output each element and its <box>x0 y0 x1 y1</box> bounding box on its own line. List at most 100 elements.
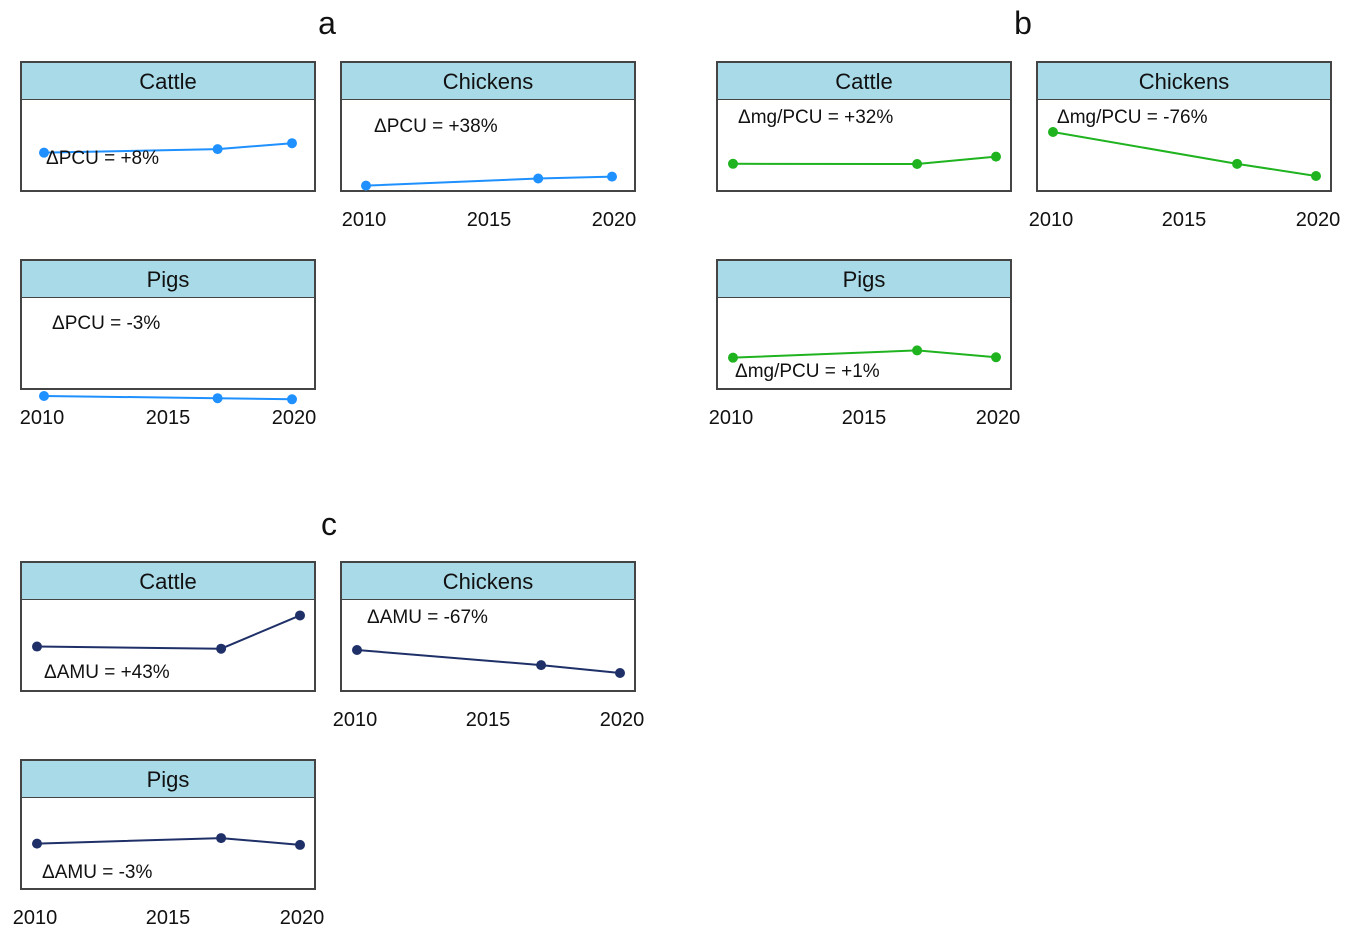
data-point <box>728 158 738 169</box>
series-line <box>732 349 997 359</box>
x-tick-label: 2010 <box>1028 209 1074 231</box>
change-annotation: Δmg/PCU = -76% <box>1057 107 1208 128</box>
x-axis-ticks: 2010 2015 2020 <box>709 404 1021 432</box>
plot-area: Δmg/PCU = +32% <box>716 100 1012 192</box>
panel-title: Cattle <box>716 61 1012 101</box>
series-line-chart <box>32 833 305 850</box>
data-point <box>536 660 547 671</box>
data-point <box>607 171 617 182</box>
panel-title: Chickens <box>340 61 636 101</box>
data-point <box>39 147 49 158</box>
data-point <box>287 394 297 405</box>
series-line-chart <box>361 171 617 191</box>
change-annotation: ΔPCU = -3% <box>52 313 161 334</box>
x-axis-ticks: 2010 2015 2020 <box>13 904 325 932</box>
x-tick-label: 2015 <box>466 209 512 231</box>
series-line <box>365 175 613 187</box>
series-line-chart <box>39 138 297 158</box>
plot-area: ΔPCU = +8% <box>20 100 316 192</box>
x-tick-label: 2020 <box>599 709 645 731</box>
change-annotation: Δmg/PCU = +32% <box>738 107 894 128</box>
data-point <box>991 352 1001 363</box>
panel-title: Cattle <box>20 561 316 601</box>
panel-title: Pigs <box>716 259 1012 299</box>
plot-area: ΔPCU = -3% <box>20 298 316 405</box>
series-line <box>36 837 301 846</box>
x-axis-ticks: 2010 2015 2020 <box>20 404 317 432</box>
panel-b-chickens: Chickens Δmg/PCU = -76% 2010 2015 2020 <box>1029 61 1340 231</box>
change-annotation: ΔPCU = +8% <box>46 148 160 169</box>
group-label-b: b <box>1014 5 1032 41</box>
x-tick-label: 2020 <box>591 209 637 231</box>
panel-c-pigs: Pigs ΔAMU = -3% 2010 2015 2020 <box>13 759 324 929</box>
panel-b-pigs: Pigs Δmg/PCU = +1% 2010 2015 2020 <box>709 259 1020 429</box>
panel-title: Cattle <box>20 61 316 101</box>
data-point <box>32 641 42 652</box>
x-tick-label: 2020 <box>271 407 317 429</box>
data-point <box>32 838 42 849</box>
panel-title: Chickens <box>1036 61 1332 101</box>
change-annotation: ΔAMU = +43% <box>44 662 170 683</box>
plot-area: ΔAMU = -3% <box>20 798 316 890</box>
series-line-chart <box>32 610 305 654</box>
data-point <box>39 391 49 401</box>
panel-title: Pigs <box>20 259 316 299</box>
plot-area: Δmg/PCU = -76% <box>1036 100 1332 192</box>
x-tick-label: 2015 <box>145 907 191 929</box>
series-line <box>43 395 293 401</box>
x-tick-label: 2020 <box>975 407 1021 429</box>
panel-title: Pigs <box>20 759 316 799</box>
plot-area: ΔAMU = -67% <box>340 600 636 692</box>
data-point <box>295 839 305 850</box>
x-axis-ticks: 2010 2015 2020 <box>333 706 645 734</box>
x-tick-label: 2010 <box>12 907 58 929</box>
data-point <box>615 668 625 678</box>
x-tick-label: 2015 <box>1161 209 1207 231</box>
x-axis-ticks: 2010 2015 2020 <box>340 206 637 234</box>
series-line <box>36 614 301 650</box>
data-point <box>728 352 738 363</box>
x-tick-label: 2020 <box>1295 209 1341 231</box>
panel-a-cattle: Cattle ΔPCU = +8% <box>20 61 316 192</box>
series-line <box>356 649 621 674</box>
panel-c-cattle: Cattle ΔAMU = +43% <box>20 561 316 692</box>
x-tick-label: 2010 <box>332 709 378 731</box>
change-annotation: ΔPCU = +38% <box>374 116 498 137</box>
data-point <box>1048 127 1058 137</box>
x-tick-label: 2020 <box>279 907 325 929</box>
x-axis-ticks: 2010 2015 2020 <box>1029 206 1341 234</box>
x-tick-label: 2015 <box>145 407 191 429</box>
data-point <box>216 833 227 844</box>
data-point <box>212 144 223 155</box>
data-point <box>295 610 305 621</box>
x-tick-label: 2015 <box>465 709 511 731</box>
panel-a-pigs: Pigs ΔPCU = -3% 2010 2015 2020 <box>20 259 316 429</box>
plot-area: ΔPCU = +38% <box>340 100 636 192</box>
plot-area: Δmg/PCU = +1% <box>716 298 1012 390</box>
series-line-chart <box>39 391 297 405</box>
panel-b-cattle: Cattle Δmg/PCU = +32% <box>716 61 1012 192</box>
panel-a-chickens: Chickens ΔPCU = +38% 2010 2015 2020 <box>340 61 636 231</box>
x-tick-label: 2010 <box>341 209 387 231</box>
data-point <box>991 151 1001 162</box>
group-label-c: c <box>321 506 337 542</box>
group-label-a: a <box>318 5 336 41</box>
data-point <box>1232 158 1243 169</box>
data-point <box>216 643 227 654</box>
change-annotation: Δmg/PCU = +1% <box>735 361 880 382</box>
data-point <box>352 645 362 655</box>
panel-c-chickens: Chickens ΔAMU = -67% 2010 2015 2020 <box>333 561 644 731</box>
plot-area: ΔAMU = +43% <box>20 600 316 692</box>
data-point <box>361 180 371 191</box>
series-line-chart <box>728 345 1001 363</box>
data-point <box>912 345 923 356</box>
panel-title: Chickens <box>340 561 636 601</box>
series-line <box>732 155 997 166</box>
x-tick-label: 2010 <box>708 407 754 429</box>
data-point <box>533 173 544 184</box>
series-line-chart <box>352 645 625 678</box>
series-line-chart <box>1048 127 1321 181</box>
data-point <box>287 138 297 149</box>
change-annotation: ΔAMU = -67% <box>367 607 488 628</box>
change-annotation: ΔAMU = -3% <box>42 862 153 883</box>
